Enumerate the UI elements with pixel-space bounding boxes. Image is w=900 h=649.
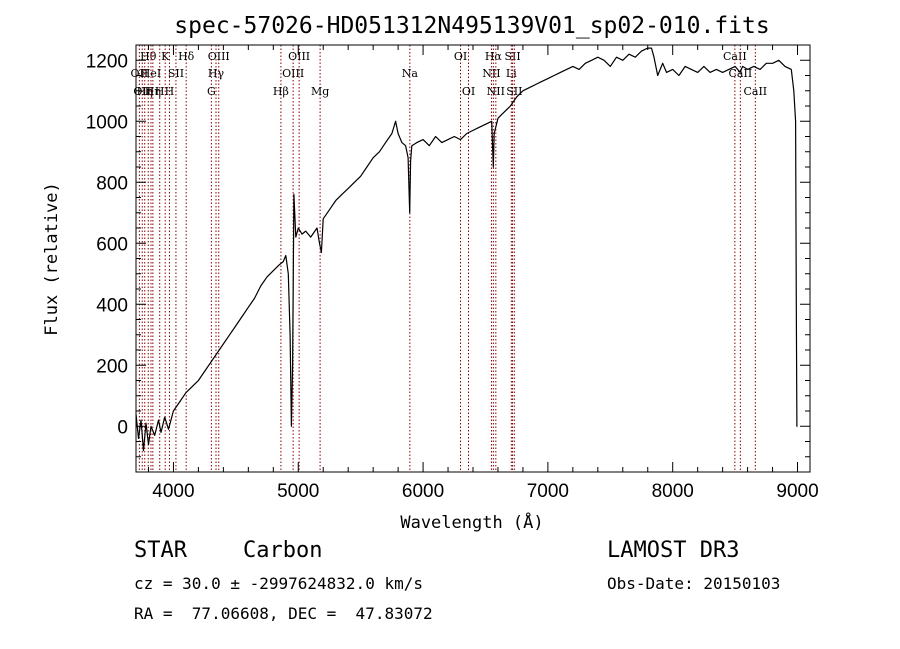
line-label-21: NII — [482, 67, 500, 80]
line-label-18: Na — [402, 67, 419, 80]
x-tick-label: 7000 — [527, 481, 569, 502]
y-tick-label: 400 — [96, 295, 128, 316]
line-label-12: Hγ — [208, 67, 225, 80]
line-label-0: OII — [131, 67, 149, 80]
line-label-26: SII — [506, 85, 522, 98]
line-label-27: CaII — [723, 50, 747, 63]
object-subclass: Carbon — [243, 538, 323, 563]
line-label-23: NII — [487, 85, 505, 98]
plot-frame — [135, 44, 811, 473]
line-label-28: CaII — [729, 67, 753, 80]
line-label-22: Hα — [485, 50, 503, 63]
y-tick-label: 800 — [96, 173, 128, 194]
line-label-16: OIII — [288, 50, 310, 63]
line-label-14: Hβ — [273, 85, 289, 98]
x-tick-label: 9000 — [776, 481, 818, 502]
redshift-readout: cz = 30.0 ± -2997624832.0 km/s — [134, 574, 423, 593]
line-label-4: HeI — [141, 67, 161, 80]
line-label-24: Li — [506, 67, 517, 80]
y-tick-label: 200 — [96, 356, 128, 377]
x-tick-label: 8000 — [652, 481, 694, 502]
obs-date: Obs-Date: 20150103 — [607, 574, 781, 593]
coordinates: RA = 77.06608, DEC = 47.83072 — [134, 604, 433, 623]
x-tick-label: 6000 — [402, 481, 444, 502]
line-label-19: OI — [454, 50, 467, 63]
spectrum-series — [135, 47, 798, 452]
y-axis-label: Flux (relative) — [42, 182, 62, 336]
line-label-6: H — [155, 85, 165, 98]
object-class: STAR — [134, 538, 187, 563]
line-label-11: G — [207, 85, 216, 98]
line-label-5: Hη — [145, 85, 161, 98]
y-tick-label: 1000 — [86, 112, 128, 133]
line-label-29: CaII — [743, 85, 767, 98]
axes: 4000 5000 6000 7000 8000 9000 0 200 400 600 800 100… — [86, 44, 819, 502]
y-tick-label: 1200 — [86, 51, 128, 72]
spectral-line-markers: OIIOIIHηHθHeIHηHKHSIIHδGHγOIIIHβOIIIOIII… — [131, 45, 767, 472]
y-tick-label: 0 — [117, 417, 128, 438]
y-tick-label: 600 — [96, 234, 128, 255]
line-label-2: Hη — [137, 85, 153, 98]
survey-name: LAMOST DR3 — [607, 538, 740, 563]
line-label-7: K — [161, 50, 170, 63]
x-tick-label: 4000 — [152, 481, 194, 502]
series-line-0 — [135, 47, 798, 452]
line-label-17: Mg — [311, 85, 329, 98]
line-label-1: OII — [133, 85, 151, 98]
line-label-3: Hθ — [140, 50, 157, 63]
chart-title: spec-57026-HD051312N495139V01_sp02-010.f… — [174, 13, 769, 39]
line-label-20: OI — [462, 85, 475, 98]
line-label-25: SII — [504, 50, 520, 63]
line-label-15: OIII — [282, 67, 304, 80]
x-axis-label: Wavelength (Å) — [400, 511, 543, 533]
line-label-13: OIII — [208, 50, 230, 63]
line-label-10: Hδ — [178, 50, 195, 63]
line-label-8: H — [165, 85, 175, 98]
x-tick-label: 5000 — [277, 481, 319, 502]
line-label-9: SII — [168, 67, 184, 80]
